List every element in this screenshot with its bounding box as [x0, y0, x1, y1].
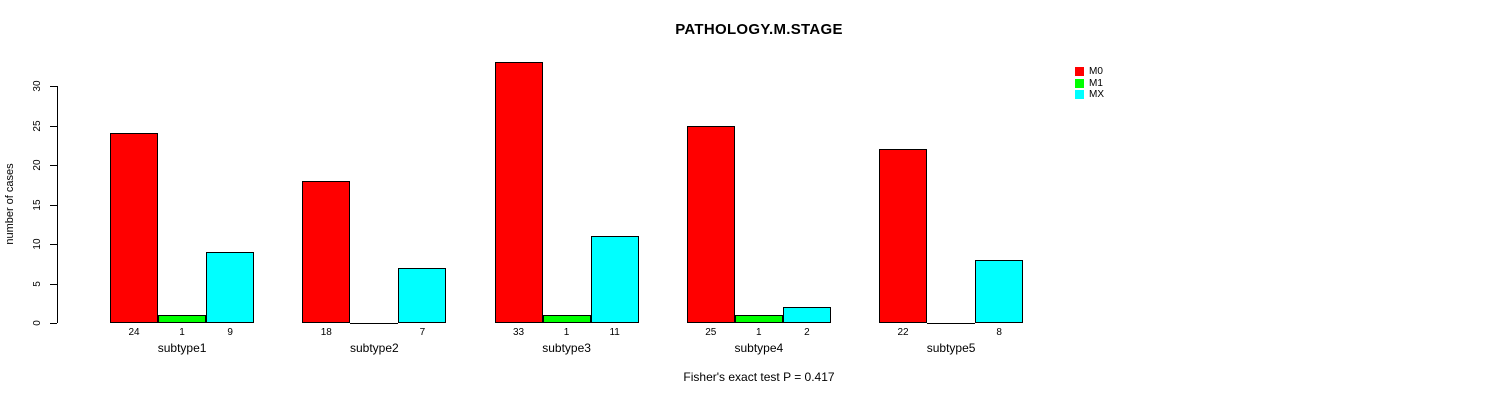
- bar-m1-subtype1: [158, 315, 207, 323]
- bar-m0-subtype3: [494, 62, 543, 323]
- legend: M0 M1 MX: [1075, 66, 1104, 101]
- bar-mx-subtype4: [782, 307, 831, 323]
- bar-m1-subtype3: [542, 315, 591, 323]
- bar-mx-subtype2: [398, 267, 447, 323]
- bar-value-label-m0-subtype4: 25: [705, 327, 717, 338]
- bar-m0-subtype5: [879, 149, 928, 323]
- y-axis-tick: [50, 165, 57, 166]
- legend-label-mx: MX: [1089, 89, 1104, 100]
- bar-value-label-m1-subtype4: 1: [756, 327, 762, 338]
- legend-item-mx: MX: [1075, 89, 1104, 100]
- legend-label-m0: M0: [1089, 66, 1103, 77]
- legend-swatch-m0: [1075, 67, 1084, 76]
- bar-value-label-m0-subtype1: 24: [128, 327, 140, 338]
- y-axis-tick-label: 30: [32, 80, 43, 92]
- bar-value-label-mx-subtype5: 8: [996, 327, 1002, 338]
- legend-item-m1: M1: [1075, 78, 1104, 89]
- legend-swatch-m1: [1075, 78, 1084, 88]
- bar-value-label-m0-subtype2: 18: [320, 327, 332, 338]
- bar-m0-subtype1: [110, 133, 159, 323]
- y-axis-tick-label: 20: [32, 159, 43, 171]
- category-label-subtype4: subtype4: [734, 341, 784, 355]
- bar-mx-subtype1: [206, 251, 255, 323]
- legend-swatch-mx: [1075, 90, 1084, 99]
- y-axis-tick: [50, 323, 57, 324]
- bar-m1-subtype2: [350, 323, 399, 324]
- bar-m1-subtype5: [927, 323, 976, 324]
- legend-label-m1: M1: [1089, 77, 1103, 89]
- bar-value-label-m1-subtype1: 1: [179, 327, 185, 338]
- y-axis-tick-label: 15: [32, 198, 43, 211]
- bar-m0-subtype2: [302, 180, 351, 323]
- category-label-subtype2: subtype2: [349, 341, 399, 355]
- bar-m0-subtype4: [686, 125, 735, 323]
- annotation-text: Fisher's exact test P = 0.417: [683, 370, 835, 384]
- y-axis-tick-label: 0: [32, 320, 43, 326]
- bar-value-label-m1-subtype3: 1: [563, 327, 570, 338]
- bar-mx-subtype3: [590, 236, 639, 323]
- bar-value-label-m0-subtype5: 22: [897, 327, 909, 338]
- bar-mx-subtype5: [975, 259, 1024, 323]
- category-label-subtype1: subtype1: [157, 341, 207, 355]
- y-axis-tick: [50, 244, 57, 245]
- chart-title: PATHOLOGY.M.STAGE: [675, 21, 843, 38]
- y-axis-tick-label: 10: [32, 238, 43, 250]
- bar-value-label-mx-subtype4: 2: [804, 327, 810, 338]
- bar-value-label-mx-subtype3: 11: [609, 327, 620, 338]
- bar-m1-subtype4: [734, 315, 783, 323]
- y-axis-tick: [50, 125, 57, 127]
- category-label-subtype3: subtype3: [542, 341, 591, 355]
- y-axis-tick-label: 25: [32, 119, 43, 132]
- y-axis-tick: [50, 204, 57, 206]
- y-axis-line: [57, 86, 58, 323]
- bar-value-label-m0-subtype3: 33: [512, 327, 525, 338]
- legend-item-m0: M0: [1075, 66, 1104, 77]
- y-axis-tick-label: 5: [32, 280, 43, 287]
- bar-value-label-mx-subtype2: 7: [419, 327, 426, 338]
- y-axis-tick: [50, 283, 57, 285]
- bar-value-label-mx-subtype1: 9: [227, 327, 233, 338]
- category-label-subtype5: subtype5: [926, 341, 976, 355]
- y-axis-tick: [50, 86, 57, 87]
